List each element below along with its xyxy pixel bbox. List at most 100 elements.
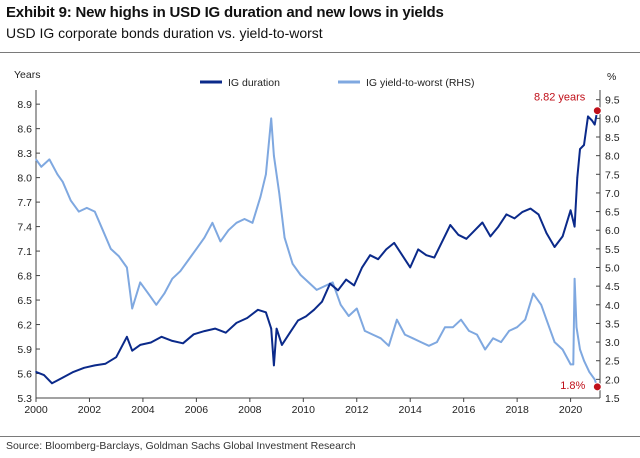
- series-point-1: [492, 337, 494, 340]
- y-right-tick-label: 3.0: [605, 337, 620, 349]
- series-point-1: [545, 318, 548, 321]
- y-right-tick-label: 8.0: [605, 151, 620, 163]
- y-right-tick-label: 4.0: [605, 300, 620, 312]
- series-point-1: [452, 326, 454, 328]
- series-point-1: [211, 221, 214, 224]
- series-point-0: [273, 364, 275, 367]
- series-point-1: [118, 255, 120, 258]
- series-point-1: [500, 341, 502, 343]
- series-point-1: [524, 318, 526, 321]
- series-point-1: [85, 207, 88, 209]
- series-point-1: [315, 289, 318, 291]
- series-point-0: [94, 364, 96, 367]
- series-point-1: [77, 210, 80, 213]
- annotation-label-1: 1.8%: [560, 380, 585, 392]
- series-point-1: [388, 345, 390, 347]
- series-point-0: [270, 327, 273, 330]
- series-point-1: [163, 292, 166, 295]
- series-point-0: [529, 207, 532, 210]
- series-point-0: [337, 289, 339, 292]
- series-point-1: [278, 192, 281, 194]
- series-point-0: [393, 242, 395, 244]
- series-point-1: [371, 333, 374, 336]
- series-point-0: [61, 376, 64, 379]
- series-point-0: [573, 225, 576, 228]
- series-line-0: [35, 110, 599, 385]
- series-point-0: [579, 148, 581, 150]
- series-point-0: [497, 225, 500, 228]
- series-point-1: [61, 180, 64, 183]
- series-point-1: [579, 348, 581, 351]
- series-point-1: [323, 285, 326, 287]
- series-point-1: [235, 221, 238, 224]
- series-point-0: [353, 284, 355, 287]
- series-point-0: [489, 235, 492, 238]
- series-line-1: [35, 117, 599, 388]
- series-point-0: [441, 240, 444, 243]
- x-tick-label: 2010: [292, 404, 316, 416]
- series-point-1: [476, 333, 478, 336]
- x-tick-label: 2008: [238, 404, 262, 416]
- series-point-0: [433, 256, 436, 259]
- series-point-1: [126, 266, 128, 269]
- series-point-0: [587, 115, 589, 118]
- series-point-0: [224, 331, 227, 334]
- y-left-unit: Years: [14, 69, 40, 81]
- y-left-tick-label: 8.6: [17, 124, 32, 136]
- series-point-1: [347, 315, 350, 317]
- series-point-1: [573, 277, 576, 280]
- series-point-0: [321, 300, 323, 303]
- series-point-1: [484, 348, 486, 351]
- series-point-0: [561, 235, 564, 238]
- y-right-tick-label: 8.5: [605, 132, 620, 144]
- y-left-tick-label: 5.9: [17, 344, 32, 356]
- x-tick-label: 2004: [131, 404, 155, 416]
- y-right-tick-label: 6.5: [605, 207, 620, 219]
- series-point-1: [56, 173, 59, 176]
- series-point-0: [409, 266, 412, 269]
- series-point-0: [313, 309, 315, 311]
- y-left-tick-label: 6.8: [17, 271, 32, 283]
- series-point-0: [345, 278, 347, 281]
- series-point-1: [110, 248, 112, 250]
- series-point-0: [297, 319, 299, 322]
- series-point-1: [219, 240, 222, 243]
- series-point-0: [521, 211, 524, 213]
- annotation-marker-1: [592, 382, 602, 392]
- series-point-1: [102, 229, 104, 232]
- series-point-0: [425, 254, 428, 256]
- series-point-0: [43, 374, 45, 376]
- x-tick-label: 2002: [78, 404, 102, 416]
- chart-subtitle: USD IG corporate bonds duration vs. yiel…: [6, 25, 323, 41]
- chart-title: Exhibit 9: New highs in USD IG duration …: [6, 4, 444, 21]
- series-point-0: [545, 232, 548, 234]
- series-point-1: [35, 158, 37, 161]
- top-divider: [0, 52, 640, 53]
- series-point-0: [265, 311, 267, 314]
- legend-label-1: IG yield-to-worst (RHS): [366, 77, 475, 89]
- series-point-0: [385, 248, 387, 251]
- series-point-0: [569, 209, 572, 212]
- y-right-tick-label: 9.5: [605, 95, 620, 107]
- series-point-0: [214, 327, 216, 330]
- x-tick-label: 2016: [452, 404, 476, 416]
- series-point-1: [265, 173, 267, 176]
- series-point-0: [369, 254, 371, 256]
- series-point-1: [195, 248, 198, 250]
- y-left-tick-label: 5.3: [17, 393, 32, 405]
- y-right-tick-label: 7.5: [605, 169, 620, 181]
- series-point-0: [35, 371, 37, 373]
- y-left-tick-label: 6.5: [17, 295, 32, 307]
- series-point-0: [131, 349, 134, 352]
- series-point-1: [171, 277, 174, 280]
- series-point-1: [404, 333, 406, 336]
- series-point-1: [508, 330, 510, 332]
- series-point-1: [420, 341, 422, 343]
- y-right-tick-label: 1.5: [605, 393, 620, 405]
- annotation-marker-0: [592, 106, 602, 116]
- series-point-1: [187, 259, 190, 261]
- series-point-0: [126, 335, 128, 338]
- series-point-1: [270, 117, 273, 120]
- series-point-0: [305, 315, 307, 318]
